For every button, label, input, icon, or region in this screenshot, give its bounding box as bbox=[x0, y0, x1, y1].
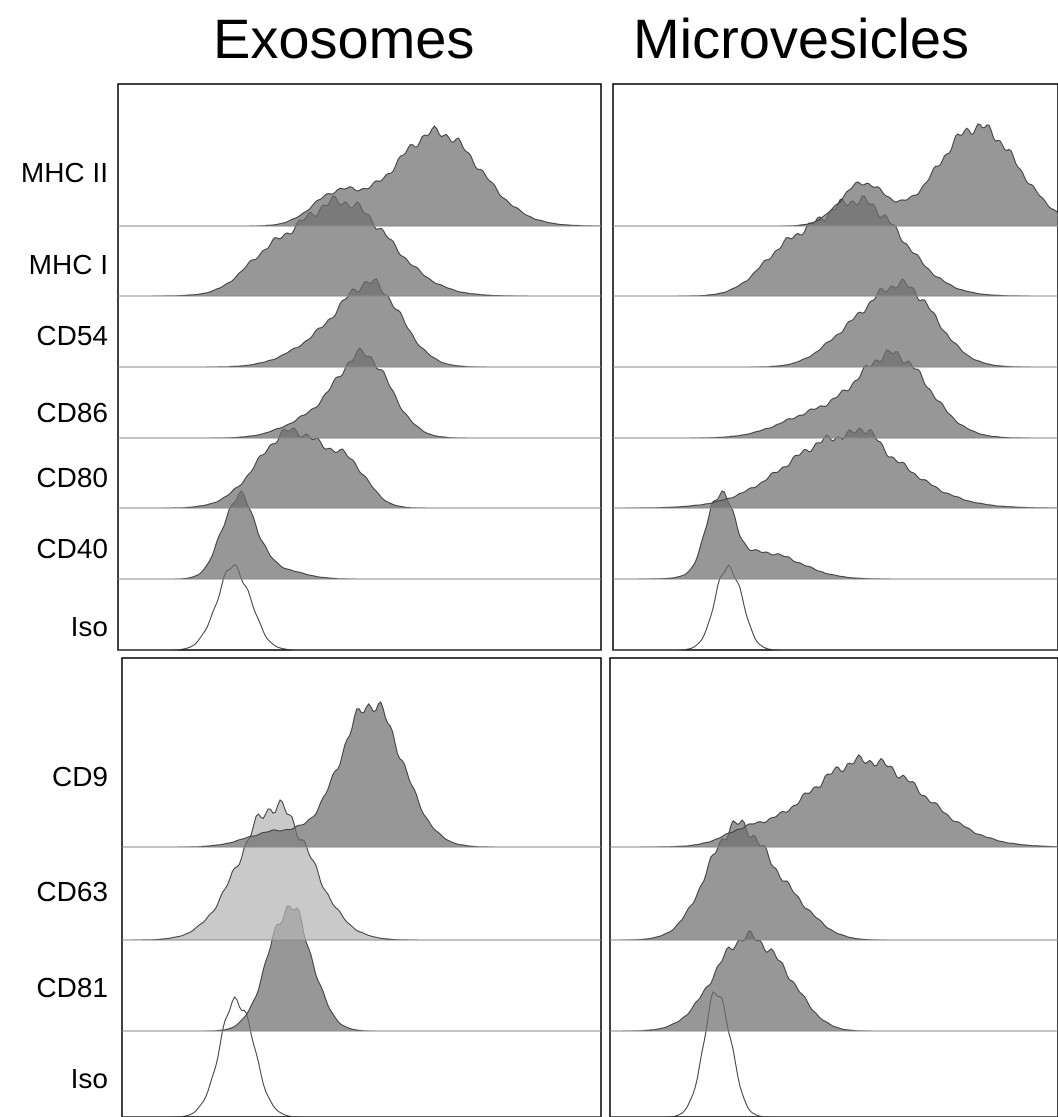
histogram-cd9 bbox=[122, 701, 601, 848]
histogram-iso bbox=[118, 564, 601, 651]
row-label-cd54: CD54 bbox=[36, 320, 108, 351]
row-label-cd81: CD81 bbox=[36, 972, 108, 1003]
exosomes-title: Exosomes bbox=[213, 7, 475, 70]
histogram-cd80 bbox=[613, 427, 1058, 509]
row-labels: MHC II MHC I CD54 CD86 CD80 CD40 Iso CD9 CD63 CD8… bbox=[21, 157, 108, 1094]
histogram-iso bbox=[613, 564, 1058, 651]
panels bbox=[117, 83, 1058, 1117]
panel-bottom-exosomes bbox=[121, 657, 602, 1117]
row-label-cd80: CD80 bbox=[36, 462, 108, 493]
histogram-iso bbox=[122, 996, 601, 1117]
row-label-iso: Iso bbox=[71, 611, 108, 642]
row-label-cd63: CD63 bbox=[36, 876, 108, 907]
row-label-mhc-ii: MHC II bbox=[21, 157, 108, 188]
histogram-iso bbox=[610, 991, 1058, 1117]
panel-bottom-microvesicles bbox=[609, 657, 1058, 1117]
histogram-cd9 bbox=[610, 754, 1058, 848]
row-label-cd86: CD86 bbox=[36, 397, 108, 428]
row-label-mhc-i: MHC I bbox=[29, 249, 108, 280]
microvesicles-title: Microvesicles bbox=[633, 7, 970, 70]
panel-top-exosomes bbox=[117, 83, 602, 651]
histogram-cd81 bbox=[122, 905, 601, 1032]
row-label-cd9: CD9 bbox=[52, 761, 108, 792]
histogram-cd80 bbox=[118, 427, 601, 509]
histogram-mhc-ii bbox=[613, 123, 1058, 227]
panel-frame bbox=[121, 657, 602, 1117]
row-label-iso: Iso bbox=[71, 1063, 108, 1094]
histogram-mhc-ii bbox=[118, 125, 602, 227]
panel-frame bbox=[609, 657, 1058, 1117]
row-label-cd40: CD40 bbox=[36, 533, 108, 564]
histogram-cd81 bbox=[610, 930, 1058, 1032]
panel-top-microvesicles bbox=[612, 83, 1058, 651]
